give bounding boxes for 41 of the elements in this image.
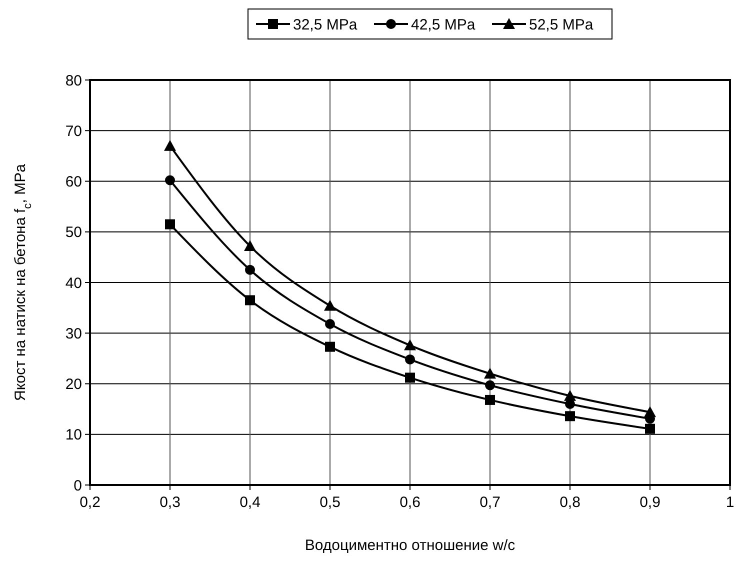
- y-tick-label: 50: [65, 224, 82, 242]
- x-tick-label: 1: [726, 494, 734, 511]
- x-tick-label: 0,4: [240, 494, 260, 511]
- point: [165, 175, 175, 186]
- y-tick-label: 80: [65, 72, 82, 90]
- point: [245, 295, 255, 306]
- point: [325, 342, 335, 352]
- point: [404, 339, 416, 350]
- x-tick-label: 0,8: [560, 494, 580, 511]
- x-tick-label: 0,2: [80, 494, 100, 511]
- x-tick-label: 0,6: [400, 494, 420, 511]
- y-tick-label: 60: [65, 174, 82, 190]
- legend-label: 32,5 MPa: [293, 16, 358, 34]
- point: [564, 390, 576, 401]
- point: [164, 140, 176, 151]
- y-tick-label: 20: [65, 376, 82, 393]
- y-tick-label: 10: [65, 426, 82, 444]
- x-tick-label: 0,5: [320, 494, 340, 511]
- x-tick-label: 0,3: [160, 494, 180, 511]
- point: [325, 319, 335, 330]
- y-tick-label: 0: [74, 477, 82, 494]
- point: [245, 264, 255, 275]
- point: [565, 411, 575, 422]
- point: [644, 406, 656, 418]
- point: [485, 394, 495, 405]
- legend-label: 52,5 MPa: [529, 16, 594, 34]
- point: [324, 300, 336, 311]
- legend-label: 42,5 MPa: [411, 16, 476, 34]
- point: [405, 372, 415, 383]
- x-tick-label: 0,9: [640, 494, 660, 511]
- point: [485, 380, 495, 390]
- point: [165, 219, 175, 230]
- point: [645, 424, 655, 434]
- y-tick-label: 40: [65, 274, 82, 292]
- point: [405, 354, 415, 364]
- x-axis-title: Водоциментно отношение w/c: [304, 537, 516, 554]
- x-tick-label: 0,7: [480, 494, 500, 511]
- point: [244, 240, 256, 252]
- y-tick-label: 70: [65, 122, 82, 140]
- y-tick-label: 30: [65, 325, 82, 342]
- point: [484, 368, 496, 379]
